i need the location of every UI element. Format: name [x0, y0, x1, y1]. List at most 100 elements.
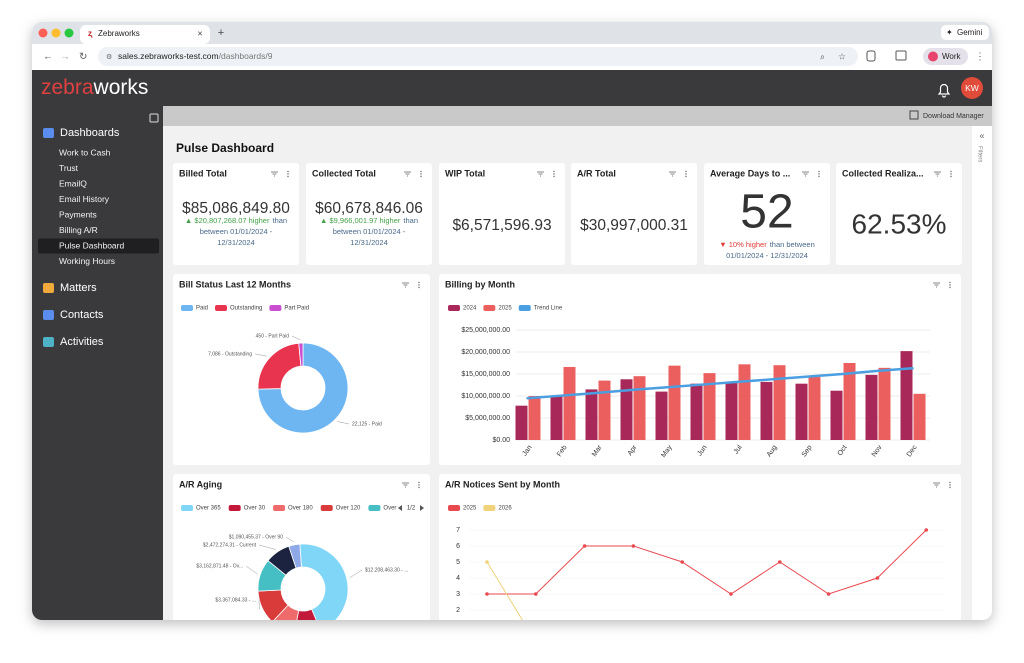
nav-item[interactable]: Email History	[59, 194, 110, 204]
y-tick-label: 7	[456, 527, 460, 534]
icon-dot	[287, 170, 289, 173]
legend-prev[interactable]	[398, 505, 402, 511]
legend-swatch	[269, 305, 282, 311]
menu-icon[interactable]	[287, 170, 289, 178]
pie-slice	[299, 543, 349, 620]
card	[571, 163, 697, 265]
legend-label[interactable]: Paid	[196, 306, 208, 312]
legend-label[interactable]: Part Paid	[284, 306, 309, 312]
bar	[843, 363, 856, 440]
menu-icon[interactable]	[685, 170, 687, 178]
close-button[interactable]	[38, 28, 48, 38]
kpi-title: WIP Total	[445, 168, 485, 178]
y-tick-label: $20,000,000.00	[461, 349, 510, 356]
point	[534, 640, 538, 644]
nav-item[interactable]: Pulse Dashboard	[59, 240, 124, 250]
filter-icon[interactable]	[271, 171, 278, 177]
slice-label: 22,125 - Paid	[352, 421, 382, 427]
logo[interactable]: zebraworks	[41, 76, 148, 99]
tab[interactable]	[80, 25, 210, 44]
icon-dot	[949, 284, 951, 286]
notifications-icon[interactable]	[937, 83, 951, 98]
extensions-icon[interactable]	[866, 50, 876, 62]
nav-item[interactable]: Work to Cash	[59, 147, 111, 157]
card	[836, 163, 962, 265]
point	[875, 576, 880, 580]
reload-button[interactable]: ↻	[79, 52, 87, 63]
filter-icon[interactable]	[933, 482, 940, 488]
icon-dot	[949, 486, 951, 489]
minimize-button[interactable]	[51, 28, 61, 38]
menu-icon[interactable]	[818, 170, 820, 178]
filter-icon[interactable]	[933, 282, 940, 288]
y-tick-label: 4	[456, 575, 460, 582]
legend-label[interactable]: 2025	[498, 306, 512, 312]
user-avatar[interactable]	[961, 77, 983, 99]
filter-icon[interactable]	[537, 171, 544, 177]
section-label[interactable]: Activities	[60, 336, 104, 348]
legend-label[interactable]: 2026	[498, 506, 512, 512]
filters-toggle[interactable]: «	[979, 130, 984, 140]
download-manager[interactable]: Download Manager	[923, 113, 984, 120]
zoom-button[interactable]	[64, 28, 74, 38]
legend-label[interactable]: Over 365	[196, 506, 221, 512]
bar	[550, 396, 563, 440]
filter-icon[interactable]	[802, 171, 809, 177]
filter-icon[interactable]	[402, 482, 409, 488]
menu-icon[interactable]	[950, 170, 952, 178]
bar	[690, 383, 703, 440]
filter-icon[interactable]	[934, 171, 941, 177]
profile-avatar	[928, 51, 938, 62]
legend-label[interactable]: Trend Line	[534, 306, 563, 312]
legend-next[interactable]	[420, 505, 424, 511]
section-label[interactable]: Contacts	[60, 309, 104, 321]
bar	[830, 390, 843, 440]
tab-close[interactable]: ×	[197, 28, 202, 38]
collapse-sidebar[interactable]	[149, 113, 159, 123]
chrome-menu[interactable]: ⋮	[975, 52, 985, 63]
address-bar[interactable]	[98, 47, 858, 66]
icon-dot	[418, 486, 420, 489]
sidepanel-icon[interactable]	[895, 50, 907, 61]
filter-icon[interactable]	[402, 282, 409, 288]
bar	[563, 366, 576, 440]
bar	[795, 383, 808, 440]
point	[485, 592, 489, 596]
gemini-button[interactable]	[941, 25, 989, 40]
menu-icon[interactable]	[418, 481, 420, 489]
legend-label[interactable]: Over 30	[244, 506, 266, 512]
download-icon	[909, 110, 919, 120]
nav-item[interactable]: Working Hours	[59, 256, 115, 266]
page-title: Pulse Dashboard	[176, 141, 274, 155]
nav-item[interactable]: Trust	[59, 163, 79, 173]
bookmark-icon[interactable]: ☆	[838, 51, 846, 61]
section-label[interactable]: Dashboards	[60, 127, 120, 139]
nav-item[interactable]: Payments	[59, 209, 97, 219]
bar	[598, 380, 611, 440]
bar	[655, 391, 668, 440]
legend-label[interactable]: Over 120	[336, 506, 361, 512]
forward-button[interactable]: →	[60, 52, 70, 63]
x-tick-label: Jul	[733, 444, 744, 456]
nav-item[interactable]: EmailQ	[59, 178, 87, 188]
site-info-icon[interactable]: ⚙	[106, 53, 112, 61]
legend-label[interactable]: Over	[383, 506, 396, 512]
nav-item[interactable]: Billing A/R	[59, 225, 98, 235]
filter-icon[interactable]	[404, 171, 411, 177]
gemini-label: Gemini	[957, 28, 983, 37]
legend-label[interactable]: Over 180	[288, 506, 313, 512]
delta-note: 01/01/2024 - 12/31/2024	[726, 251, 808, 260]
menu-icon[interactable]	[418, 281, 420, 289]
filter-icon[interactable]	[669, 171, 676, 177]
menu-icon[interactable]	[553, 170, 555, 178]
back-button[interactable]: ←	[43, 52, 53, 63]
menu-icon[interactable]	[949, 481, 951, 489]
new-tab[interactable]: +	[218, 27, 224, 39]
legend-label[interactable]: 2025	[463, 506, 477, 512]
legend-label[interactable]: Outstanding	[230, 306, 262, 312]
menu-icon[interactable]	[949, 281, 951, 289]
menu-icon[interactable]	[420, 170, 422, 178]
legend-label[interactable]: 2024	[463, 306, 477, 312]
zoom-icon[interactable]: ⌕	[820, 51, 825, 61]
section-label[interactable]: Matters	[60, 282, 97, 294]
